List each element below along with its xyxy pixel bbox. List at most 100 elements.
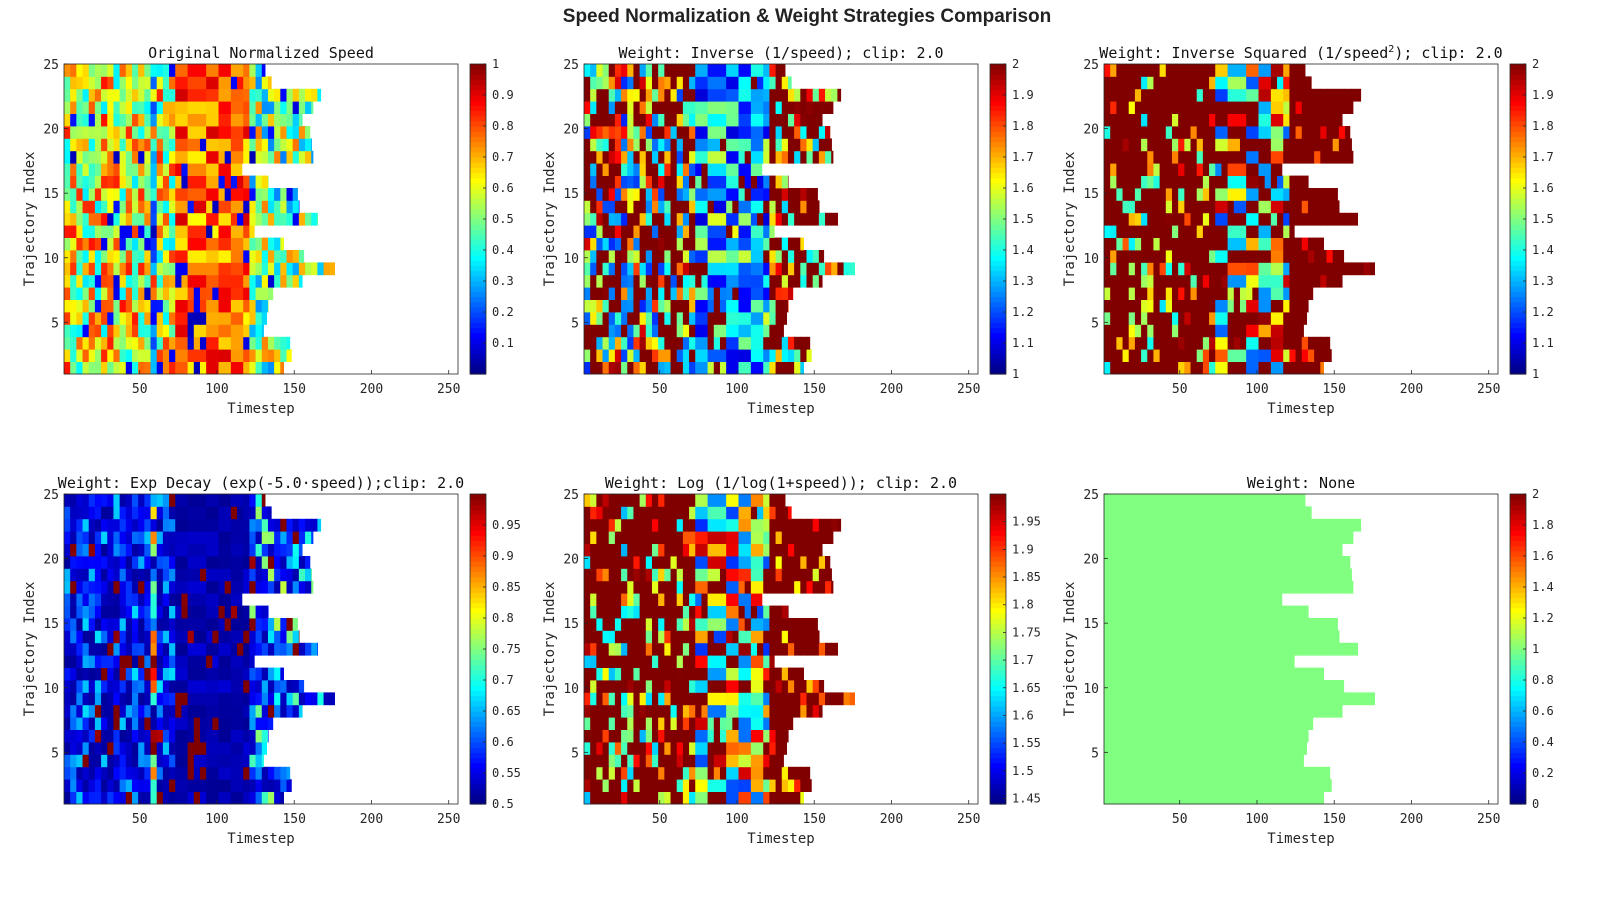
heatmap-cell — [670, 274, 678, 288]
heatmap-cell — [101, 113, 108, 127]
heatmap-cell — [664, 200, 672, 214]
heatmap-cell — [1301, 287, 1309, 300]
heatmap-cell — [1277, 88, 1284, 102]
heatmap-cell — [267, 556, 275, 569]
heatmap-cell — [1283, 299, 1291, 313]
heatmap-cell — [750, 568, 758, 582]
heatmap-cell — [633, 531, 641, 544]
heatmap-cell — [590, 126, 597, 139]
heatmap-cell — [255, 336, 263, 350]
heatmap-cell — [1141, 324, 1148, 338]
heatmap-cell — [676, 274, 684, 288]
heatmap-cell — [107, 568, 115, 582]
heatmap-cell — [645, 754, 653, 768]
heatmap-cell — [1147, 212, 1155, 226]
heatmap-cell — [676, 766, 684, 780]
heatmap-cell — [787, 150, 795, 164]
heatmap-cell — [274, 791, 281, 805]
heatmap-cell — [70, 630, 77, 644]
heatmap-cell — [757, 766, 764, 780]
heatmap-cell — [230, 754, 238, 768]
heatmap-cell — [243, 138, 251, 152]
heatmap-cell — [1196, 126, 1204, 139]
heatmap-cell — [769, 568, 777, 582]
heatmap-cell — [633, 126, 641, 139]
heatmap-cell — [286, 200, 294, 214]
heatmap-cell — [695, 531, 703, 544]
colorbar-segment — [1510, 188, 1526, 194]
heatmap-cell — [682, 729, 690, 743]
heatmap-cell — [218, 630, 226, 644]
heatmap-cell — [144, 237, 152, 251]
heatmap-cell — [144, 580, 152, 594]
heatmap-cell — [237, 704, 244, 718]
heatmap-cell — [596, 175, 604, 189]
heatmap-cell — [719, 518, 727, 532]
heatmap-cell — [206, 543, 213, 557]
colorbar-segment — [470, 255, 486, 261]
heatmap-cell — [1196, 262, 1204, 276]
heatmap-cell — [187, 543, 195, 557]
heatmap-cell — [818, 642, 826, 656]
heatmap-cell — [267, 568, 275, 582]
heatmap-cell — [818, 630, 820, 644]
heatmap-cell — [101, 76, 108, 90]
heatmap-cell — [237, 212, 244, 226]
heatmap-cell — [1227, 175, 1235, 189]
heatmap-cell — [701, 299, 709, 313]
heatmap-cell — [794, 642, 801, 656]
heatmap-cell — [633, 618, 641, 631]
x-tick-label: 200 — [1400, 382, 1423, 397]
heatmap-cell — [1295, 188, 1303, 201]
heatmap-cell — [218, 212, 226, 226]
x-tick-label: 50 — [652, 382, 668, 397]
heatmap-cell — [757, 618, 764, 631]
heatmap-cell — [676, 556, 684, 569]
heatmap-cell — [627, 543, 635, 557]
heatmap-cell — [187, 188, 195, 201]
heatmap-cell — [156, 262, 164, 276]
heatmap-cell — [664, 336, 672, 350]
heatmap-cell — [713, 312, 721, 325]
heatmap-cell — [775, 299, 783, 313]
colorbar-tick-label: 1.5 — [1532, 212, 1554, 226]
heatmap-cell — [64, 593, 71, 606]
heatmap-cell — [1252, 274, 1260, 288]
heatmap-cell — [825, 692, 832, 706]
heatmap-cell — [286, 274, 294, 288]
heatmap-cell — [713, 779, 721, 792]
heatmap-cell — [676, 580, 684, 594]
heatmap-cell — [695, 126, 703, 139]
heatmap-cell — [1264, 64, 1272, 77]
heatmap-cell — [689, 88, 696, 102]
heatmap-cell — [156, 237, 164, 251]
colorbar-segment — [470, 312, 486, 318]
heatmap-cell — [590, 655, 597, 668]
heatmap-cell — [156, 717, 164, 730]
heatmap-cell — [94, 543, 102, 557]
heatmap-cell — [818, 692, 826, 706]
heatmap-cell — [590, 791, 597, 805]
heatmap-cell — [719, 324, 727, 338]
heatmap-cell — [175, 101, 183, 114]
heatmap-cell — [1332, 262, 1340, 276]
heatmap-cell — [274, 580, 281, 594]
heatmap-cell — [1258, 76, 1266, 90]
heatmap-cell — [218, 163, 226, 176]
heatmap-cell — [298, 518, 306, 532]
heatmap-cell — [280, 580, 288, 594]
heatmap-cell — [744, 163, 752, 176]
heatmap-cell — [113, 262, 121, 276]
heatmap-cell — [255, 680, 263, 693]
heatmap-cell — [212, 494, 220, 507]
heatmap-cell — [707, 593, 715, 606]
heatmap-cell — [831, 101, 834, 114]
heatmap-cell — [162, 225, 170, 238]
heatmap-cell — [131, 188, 139, 201]
heatmap-cell — [664, 212, 672, 226]
heatmap-cell — [701, 568, 709, 582]
heatmap-cell — [1289, 200, 1297, 214]
heatmap-cell — [701, 76, 709, 90]
colorbar-segment — [990, 296, 1006, 303]
heatmap-cell — [131, 692, 139, 706]
